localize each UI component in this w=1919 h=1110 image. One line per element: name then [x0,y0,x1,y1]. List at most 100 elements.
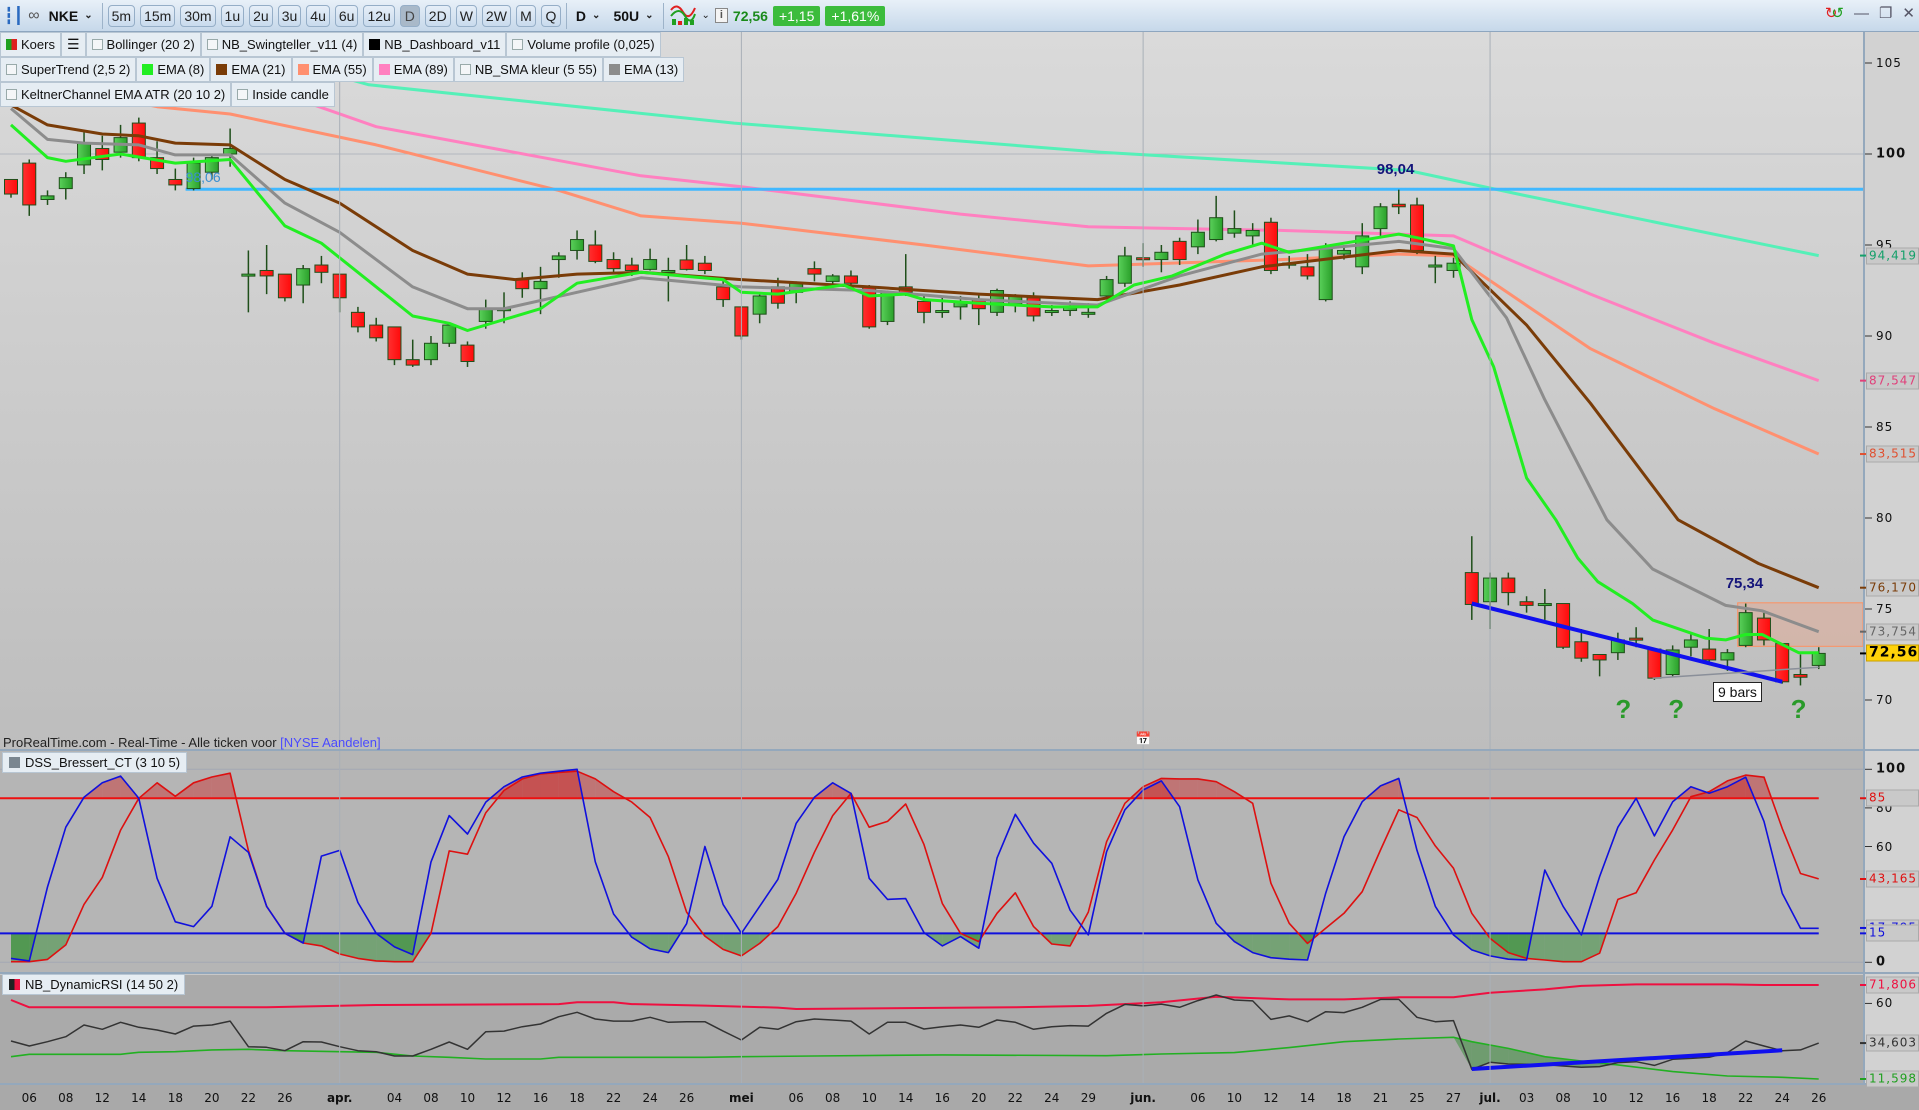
overbought-fill [1161,778,1180,799]
list-icon[interactable]: ☰ [60,32,86,57]
oversold-fill [650,933,669,953]
timeframe-4u-button[interactable]: 4u [306,4,330,27]
candle [168,168,183,191]
candle-body-down [1300,266,1315,277]
candle-body-up [442,324,457,344]
candle [95,135,110,171]
checkbox[interactable] [6,64,17,75]
price-marker: 94,419 [1866,247,1919,265]
timeframe-5m-button[interactable]: 5m [107,4,136,27]
oversold-fill [47,933,66,960]
checkbox[interactable] [6,89,17,100]
candle-body-up [1190,231,1205,248]
legend-item[interactable]: KeltnerChannel EMA ATR (20 10 2) [0,82,232,107]
question-mark: ? [1615,694,1632,724]
checkbox[interactable] [237,89,249,100]
legend-item[interactable]: Bollinger (20 2) [85,32,201,57]
candle-body-down [350,311,365,328]
checkbox[interactable] [206,39,218,50]
month-label: jul. [1479,1091,1501,1105]
timeframe-W-button[interactable]: W [455,4,477,27]
month-label: apr. [326,1091,353,1105]
checkbox[interactable] [91,39,103,50]
units-select[interactable]: 50U ⌄ [609,8,657,24]
oversold-fill [321,933,340,955]
legend-item[interactable]: EMA (21) [210,57,292,82]
date-label: 06 [21,1091,37,1105]
legend-item[interactable]: EMA (55) [291,57,373,82]
overbought-fill [558,769,578,799]
legend-item[interactable]: NB_Swingteller_v11 (4) [200,32,364,57]
symbol-select[interactable]: NKE ⌄ [45,8,97,24]
legend-item[interactable]: NB_Dashboard_v11 [363,32,507,57]
oversold-fill [1270,933,1290,960]
candle-body-up [533,280,548,290]
candle-body-up [1318,246,1333,301]
timeframe-3u-button[interactable]: 3u [277,4,302,27]
candle-body-up [1811,652,1826,666]
rsi-marker: 71,806 [1866,976,1919,994]
candle [697,255,712,275]
timeframe-6u-button[interactable]: 6u [334,4,359,27]
calendar-icon[interactable]: 📅 [1135,731,1152,746]
legend-label: EMA (13) [624,62,679,77]
panel-divider [0,749,1919,751]
market-link[interactable]: [NYSE Aandelen] [280,735,381,750]
legend-item[interactable]: Volume profile (0,025) [506,32,661,57]
toolbar: ┇┃ ∞ NKE ⌄ 5m 15m 30m 1u 2u 3u 4u 6u 12u D 2D W 2W M Q … [0,0,1919,32]
timeframe-1u-button[interactable]: 1u [220,4,245,27]
minimize-icon[interactable]: — [1853,4,1869,22]
candle [58,172,73,200]
timeframe-2u-button[interactable]: 2u [249,4,273,27]
timeframe-15m-button[interactable]: 15m [140,4,176,27]
color-swatch [216,64,228,75]
date-label: 18 [1701,1091,1717,1105]
date-label: 10 [861,1091,877,1105]
chevron-down-icon[interactable]: ⌄ [701,10,710,21]
legend-item[interactable]: EMA (13) [603,57,685,82]
chart-type-icon[interactable]: ┇┃ [4,7,24,25]
restore-icon[interactable]: ❐ [1878,5,1893,22]
candle-body-down [1793,674,1808,678]
legend-item[interactable]: EMA (8) [136,57,211,82]
candle [1245,223,1260,247]
candle-body-down [588,244,603,262]
dss-panel-bg [0,751,1863,972]
legend-item[interactable]: Koers [0,32,61,57]
legend-item[interactable]: SuperTrend (2,5 2) [0,57,137,82]
close-icon[interactable]: ✕ [1902,5,1915,22]
rsi-trendline [1471,1048,1783,1071]
dss-legend[interactable]: DSS_Bressert_CT (3 10 5) [2,752,188,773]
link-icon[interactable]: ∞ [28,6,40,24]
date-label: 06 [788,1091,804,1105]
legend-item[interactable]: Inside candle [231,82,335,107]
candle [277,273,292,302]
date-label: 29 [1080,1091,1096,1105]
checkbox[interactable] [459,64,471,75]
candle-body-up [825,275,840,282]
indicator-icon[interactable] [669,2,697,29]
rsi-lower-band [10,1036,1819,1080]
rsi-legend[interactable]: NB_DynamicRSI (14 50 2) [2,974,186,995]
checkbox[interactable] [512,39,524,50]
overbought-fill [540,772,559,799]
legend-item[interactable]: NB_SMA kleur (5 55) [453,57,603,82]
legend-item[interactable]: EMA (89) [372,57,454,82]
rsi-line [10,994,1819,1071]
timeframe-12u-button[interactable]: 12u [363,4,395,27]
candle-body-down [387,326,402,361]
period-select[interactable]: D ⌄ [572,8,605,24]
refresh-icon[interactable]: ↻↺ [1824,5,1844,22]
oversold-fill [339,933,358,959]
timeframe-buttons: 5m 15m 30m 1u 2u 3u 4u 6u 12u D 2D W 2W M Q [107,4,561,27]
timeframe-Q-button[interactable]: Q [540,4,561,27]
timeframe-D-button[interactable]: D [399,4,420,27]
timeframe-M-button[interactable]: M [515,4,536,27]
candle [606,252,621,275]
candle-body-down [1629,637,1644,641]
info-icon[interactable]: i [714,8,728,23]
timeframe-2D-button[interactable]: 2D [424,4,451,27]
timeframe-30m-button[interactable]: 30m [180,4,216,27]
timeframe-2W-button[interactable]: 2W [481,4,511,27]
